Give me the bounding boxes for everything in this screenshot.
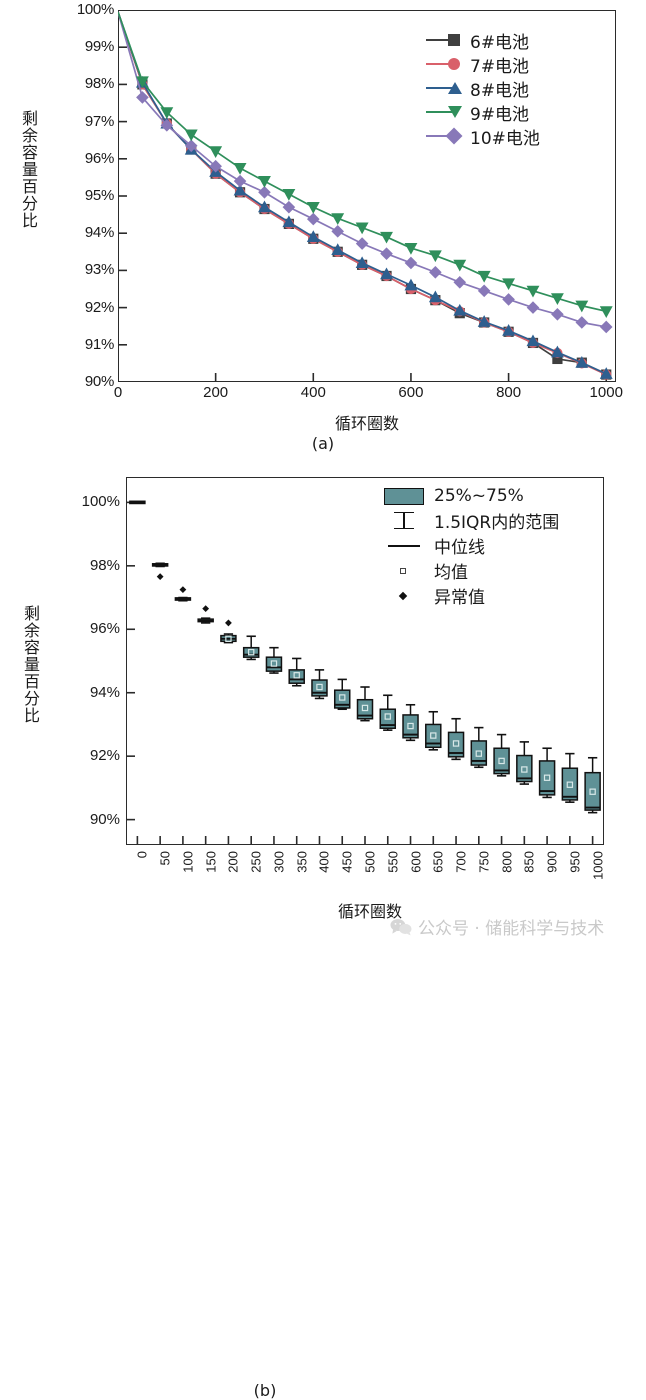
x-tick-label: 350 — [294, 851, 310, 873]
x-tick-label: 400 — [316, 851, 332, 873]
y-tick-label: 98% — [89, 556, 120, 574]
legend-item-1[interactable]: 6#电池 — [424, 28, 600, 53]
legend-label: 6#电池 — [470, 32, 530, 53]
panel-a-line-chart: 90% 91% 92% 93% 94% 95% 96% 97% 98% 99% 100% 0 200 4… — [0, 0, 646, 455]
x-tick-label: 300 — [271, 851, 287, 873]
box-chart-canvas-b — [126, 500, 601, 845]
x-tick-label: 600 — [408, 851, 424, 873]
x-tick-label: 800 — [496, 384, 522, 401]
legend-item-5[interactable]: 10#电池 — [424, 124, 600, 149]
x-axis-title-b: 循环圈数 — [337, 902, 402, 921]
y-tick-label: 97% — [84, 112, 114, 130]
y-tick-label: 94% — [84, 224, 114, 242]
x-tick-label: 1000 — [589, 384, 623, 401]
x-tick-label: 200 — [203, 384, 229, 401]
y-tick-label: 91% — [84, 335, 114, 353]
legend-marker-triangle-down-icon — [424, 102, 470, 122]
y-axis-title-b: 剩余容量百分比 — [21, 605, 40, 724]
x-axis-title-a: 循环圈数 — [334, 414, 399, 433]
y-tick-label: 92% — [89, 747, 120, 765]
panel-caption-b: (b) — [253, 1381, 277, 1400]
x-tick-label: 900 — [544, 851, 560, 873]
legend-label: 中位线 — [434, 538, 485, 558]
y-tick-label: 90% — [84, 373, 114, 390]
legend-label: 8#电池 — [470, 80, 530, 101]
legend-item-outlier-marker-symbol[interactable]: 异常值 — [372, 583, 602, 608]
y-axis-title-a: 剩余容量百分比 — [19, 110, 38, 229]
median-line-symbol-icon — [372, 534, 434, 558]
x-tick-label: 450 — [339, 851, 355, 873]
x-tick-label: 200 — [225, 851, 241, 873]
x-axis-ticklabels-a: 0 200 400 600 800 1000 — [114, 384, 623, 408]
legend-marker-square-icon — [424, 30, 470, 50]
x-tick-label: 800 — [499, 851, 515, 873]
y-axis-ticklabels-a: 90% 91% 92% 93% 94% 95% 96% 97% 98% 99% 100% — [52, 0, 114, 392]
legend-marker-triangle-up-icon — [424, 78, 470, 98]
legend-marker-diamond-icon — [424, 126, 470, 146]
legend-item-4[interactable]: 9#电池 — [424, 100, 600, 125]
legend-item-median-line-symbol[interactable]: 中位线 — [372, 533, 602, 558]
x-tick-label: 400 — [300, 384, 326, 401]
legend-item-3[interactable]: 8#电池 — [424, 76, 600, 101]
legend-label: 均值 — [434, 563, 468, 583]
x-tick-label: 1000 — [590, 851, 606, 880]
legend-item-box-swatch[interactable]: 25%~75% — [372, 483, 602, 508]
y-tick-label: 95% — [84, 187, 114, 204]
x-tick-label: 700 — [453, 851, 469, 873]
watermark-text: 公众号 · 储能科学与技术 — [418, 919, 605, 939]
y-axis-ticklabels-b: 90% 92% 94% 96% 98% 100% — [52, 455, 120, 855]
box-swatch-icon — [372, 484, 434, 508]
x-tick-label: 500 — [362, 851, 378, 873]
legend-b: 25%~75% 1.5IQR内的范围 中位线均值异常值 — [372, 483, 602, 608]
y-tick-label: 96% — [89, 620, 120, 638]
panel-b-box-chart: 90% 92% 94% 96% 98% 100% 0 50 100 150 200 250 300 35… — [0, 455, 646, 1400]
x-tick-label: 850 — [521, 851, 537, 873]
x-tick-label: 50 — [157, 851, 173, 866]
legend-label: 1.5IQR内的范围 — [434, 513, 560, 533]
y-tick-label: 100% — [76, 1, 114, 18]
watermark: 公众号 · 储能科学与技术 — [390, 914, 604, 939]
x-tick-label: 150 — [203, 851, 219, 873]
whisker-symbol-icon — [372, 509, 434, 533]
legend-marker-circle-icon — [424, 54, 470, 74]
plot-area-a — [118, 10, 616, 382]
mean-marker-symbol-icon — [372, 559, 434, 583]
y-tick-label: 100% — [81, 493, 120, 511]
legend-label: 10#电池 — [470, 128, 540, 149]
x-tick-label: 550 — [385, 851, 401, 873]
y-tick-label: 96% — [84, 149, 114, 167]
y-tick-label: 90% — [89, 810, 120, 828]
outlier-marker-symbol-icon — [372, 584, 434, 608]
x-tick-label: 600 — [398, 384, 424, 401]
line-chart-canvas-a — [118, 10, 613, 382]
legend-label: 9#电池 — [470, 104, 530, 125]
x-tick-label: 950 — [567, 851, 583, 873]
panel-caption-a: (a) — [311, 434, 335, 453]
legend-label: 7#电池 — [470, 56, 530, 77]
y-tick-label: 98% — [84, 75, 114, 93]
legend-item-2[interactable]: 7#电池 — [424, 52, 600, 77]
y-tick-label: 99% — [84, 38, 114, 56]
legend-a: 6#电池 7#电池 8#电池 9#电池 10#电池 — [424, 28, 600, 149]
y-tick-label: 94% — [89, 683, 120, 701]
x-tick-label: 250 — [248, 851, 264, 873]
legend-label: 25%~75% — [434, 485, 524, 506]
legend-item-whisker-symbol[interactable]: 1.5IQR内的范围 — [372, 508, 602, 533]
legend-label: 异常值 — [434, 588, 485, 608]
x-tick-label: 0 — [113, 384, 123, 401]
x-tick-label: 650 — [430, 851, 446, 873]
wechat-icon — [390, 918, 412, 935]
x-tick-label: 750 — [476, 851, 492, 873]
y-tick-label: 93% — [84, 261, 114, 279]
legend-item-mean-marker-symbol[interactable]: 均值 — [372, 558, 602, 583]
x-tick-label: 0 — [134, 851, 150, 859]
y-tick-label: 92% — [84, 298, 114, 316]
x-tick-label: 100 — [180, 851, 196, 873]
